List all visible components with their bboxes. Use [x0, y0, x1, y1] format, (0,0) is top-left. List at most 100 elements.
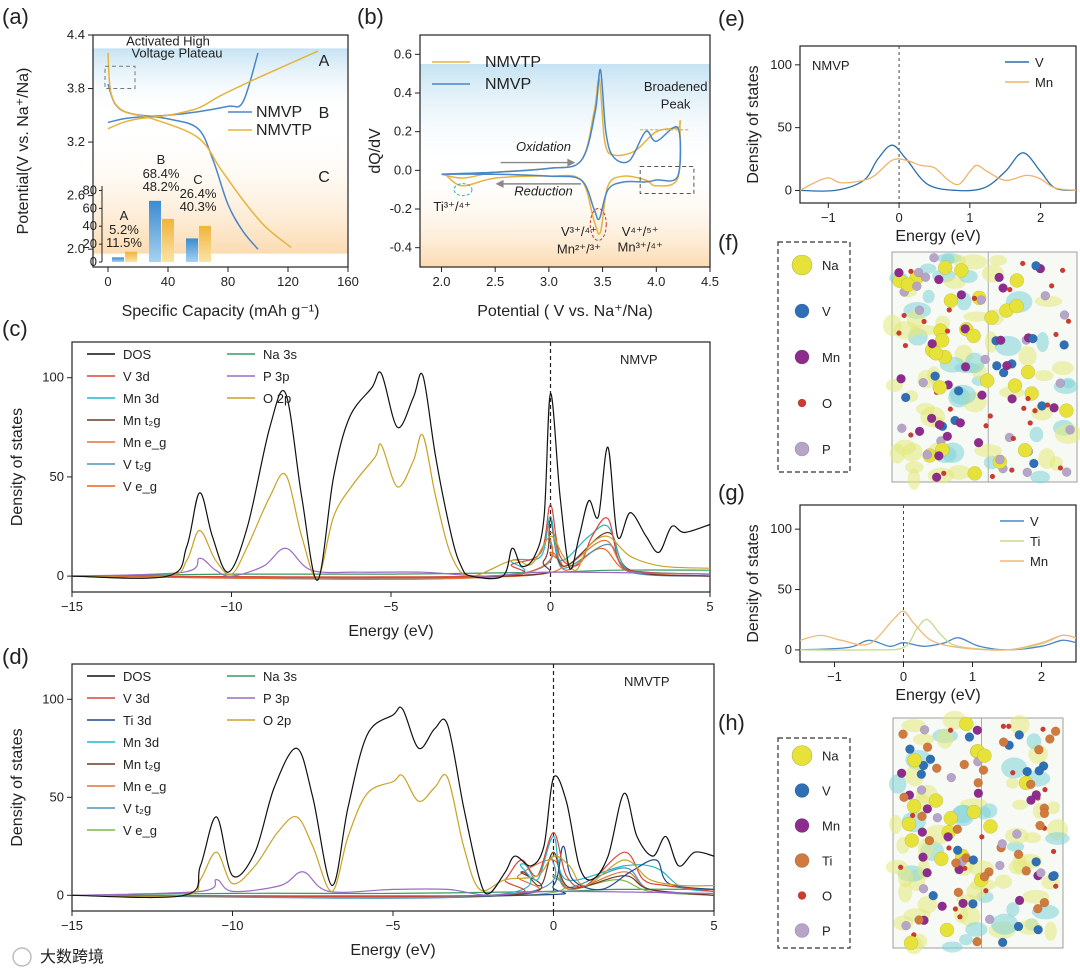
- panel-b-ytick-label: 0.4: [394, 85, 412, 100]
- h-atom: [979, 834, 985, 840]
- f-atom: [1007, 286, 1013, 293]
- f-atom: [912, 281, 922, 291]
- d-curve-DOS: [71, 706, 715, 899]
- h-legend-atom-mn: [794, 818, 810, 833]
- f-density-lobe: [1018, 346, 1037, 367]
- panel-b-ytick-label: -0.4: [390, 240, 412, 255]
- h-atom: [1000, 723, 1007, 730]
- panel-c-xtick-label: 0: [547, 599, 554, 614]
- f-atom: [980, 373, 995, 388]
- h-atom: [1013, 849, 1024, 860]
- h-atom: [1035, 820, 1045, 831]
- a-inset-ytick-label: 40: [83, 218, 97, 233]
- f-legend-label: P: [822, 442, 831, 457]
- h-atom: [959, 716, 974, 732]
- panel-a-ytick-label: 4.4: [67, 27, 85, 42]
- f-atom: [956, 290, 967, 300]
- f-atom: [1022, 467, 1032, 478]
- a-curve-NMVTP-discharge: [107, 52, 292, 248]
- f-density-lobe: [1051, 361, 1074, 376]
- h-atom: [899, 792, 909, 802]
- c-curve-Na 3s: [71, 569, 711, 577]
- f-atom: [1007, 394, 1017, 404]
- d-legend-label: Mn 3d: [123, 735, 159, 750]
- b-annotation: Oxidation: [516, 139, 571, 154]
- h-density-lobe: [1045, 832, 1070, 845]
- c-legend-label: Mn t₂g: [123, 413, 161, 428]
- h-atom: [952, 824, 963, 834]
- c-legend-label: P 3p: [263, 369, 290, 384]
- f-atom: [989, 473, 996, 480]
- h-legend-atom-v: [794, 783, 810, 798]
- panel-b-xtick-label: 4.5: [701, 274, 719, 289]
- b-ylabel: dQ/dV: [367, 128, 384, 174]
- h-density-lobe: [901, 719, 927, 733]
- f-legend-atom-na: [791, 254, 813, 276]
- f-atom: [987, 413, 994, 419]
- h-atom: [995, 860, 1005, 871]
- a-inset-value-label: 5.2%: [109, 222, 139, 237]
- f-atom: [1048, 283, 1055, 289]
- panel-b-xtick-label: 2.0: [432, 274, 450, 289]
- a-inset-bar: [199, 225, 211, 262]
- h-legend-atom-p: [794, 923, 810, 938]
- h-atom: [978, 765, 989, 775]
- a-legend-nmvp: NMVP: [256, 104, 302, 121]
- f-atom: [973, 437, 984, 448]
- f-atom: [1019, 260, 1026, 267]
- panel-d-xtick-label: −10: [221, 918, 243, 933]
- panel-g-xtick-label: 1: [969, 669, 976, 684]
- d-tag: NMVTP: [624, 674, 670, 689]
- b-annotation: Peak: [661, 96, 691, 111]
- h-atom: [953, 887, 964, 898]
- f-atom: [995, 454, 1005, 465]
- panel-e-xtick-label: 0: [895, 210, 902, 225]
- f-atom: [1057, 465, 1064, 471]
- b-annotation: Reduction: [514, 183, 573, 198]
- panel-e-xtick-label: −1: [821, 210, 836, 225]
- h-atom: [1014, 730, 1024, 740]
- a-annotation: A: [319, 53, 330, 70]
- f-atom: [1029, 458, 1039, 469]
- h-atom: [904, 833, 919, 848]
- h-atom: [934, 851, 949, 867]
- f-atom: [977, 390, 987, 400]
- b-annotation: Mn²⁺/³⁺: [557, 241, 601, 256]
- d-legend-label: DOS: [123, 669, 152, 684]
- f-atom: [1025, 395, 1031, 402]
- panel-a-ytick-label: 3.2: [67, 134, 85, 149]
- f-atom: [934, 333, 950, 348]
- panel-a-ytick-label: 2.6: [67, 188, 85, 203]
- panel-b-xtick-label: 3.0: [540, 274, 558, 289]
- h-atom: [1006, 723, 1012, 730]
- f-legend-atom-v: [794, 303, 810, 319]
- h-atom: [951, 858, 961, 868]
- f-legend-label: V: [822, 304, 831, 319]
- h-density-lobe: [898, 868, 914, 888]
- panel-c-ytick-label: 0: [57, 568, 64, 583]
- b-annotation: Ti³⁺/⁴⁺: [433, 199, 471, 214]
- h-density-lobe: [1006, 841, 1025, 852]
- b-arrowhead: [495, 179, 504, 188]
- h-density-lobe: [965, 922, 988, 937]
- a-inset-ytick-label: 60: [83, 200, 97, 215]
- h-atom: [983, 819, 998, 834]
- f-atom: [894, 267, 904, 278]
- a-inset-ytick-label: 0: [90, 254, 97, 269]
- h-atom: [928, 793, 944, 808]
- h-atom: [918, 884, 929, 894]
- f-atom: [908, 268, 914, 275]
- h-atom: [1034, 745, 1044, 755]
- h-atom: [1050, 848, 1057, 855]
- b-dashed-box: [639, 165, 695, 195]
- f-atom: [947, 406, 954, 412]
- a-inset-category: C: [193, 172, 202, 187]
- h-atom: [972, 936, 982, 947]
- panel-b-frame: [419, 34, 711, 268]
- h-density-lobe: [889, 814, 902, 835]
- h-legend-atom-o: [797, 891, 807, 900]
- f-atom: [926, 413, 937, 424]
- h-atom: [952, 845, 963, 855]
- f-atom: [1027, 420, 1033, 426]
